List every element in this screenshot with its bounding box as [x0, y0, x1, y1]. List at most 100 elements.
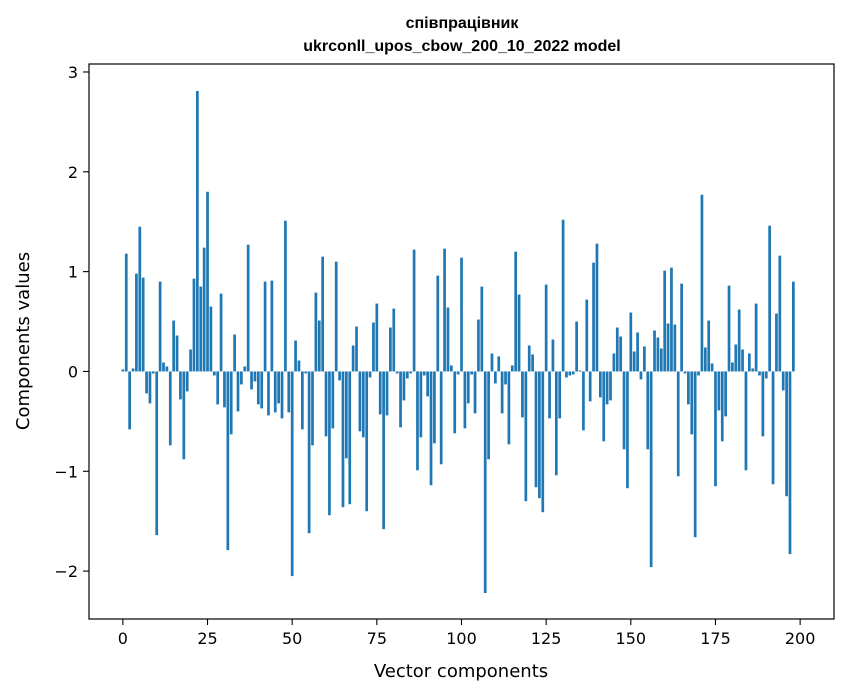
- bar: [416, 371, 419, 471]
- bar: [700, 194, 704, 372]
- plot-frame: [88, 63, 835, 620]
- bar: [598, 371, 602, 398]
- bar: [405, 371, 409, 379]
- bar: [253, 371, 257, 382]
- x-tick-label: 50: [282, 629, 302, 648]
- bar: [128, 371, 131, 430]
- bar: [595, 243, 599, 372]
- bar: [717, 371, 721, 411]
- bar: [514, 251, 518, 372]
- bar: [145, 371, 148, 394]
- bar: [165, 366, 169, 372]
- bar: [747, 353, 751, 372]
- bar: [710, 363, 714, 372]
- bar: [368, 371, 372, 378]
- bar: [741, 349, 744, 372]
- bar: [487, 371, 490, 460]
- bar: [273, 371, 277, 413]
- bar: [341, 371, 345, 508]
- bar: [538, 371, 541, 499]
- bar: [734, 344, 738, 372]
- bar: [358, 371, 362, 432]
- bar: [338, 371, 341, 381]
- bar: [355, 326, 358, 372]
- bar: [653, 330, 656, 372]
- bar: [141, 277, 145, 372]
- bar: [758, 371, 761, 376]
- bar: [365, 371, 369, 512]
- bar: [409, 371, 413, 374]
- x-tick-label: 125: [531, 629, 562, 648]
- bar: [497, 356, 501, 372]
- bar: [521, 371, 524, 418]
- x-axis-label: Vector components: [374, 661, 548, 682]
- bar: [334, 261, 338, 372]
- x-tick-label: 200: [785, 629, 816, 648]
- bar: [172, 320, 176, 372]
- bar: [395, 371, 399, 374]
- bar: [219, 293, 223, 372]
- bar: [300, 371, 304, 430]
- bar: [321, 256, 325, 372]
- bar: [328, 371, 331, 516]
- bar: [196, 90, 199, 372]
- bar: [785, 371, 788, 497]
- bar: [507, 371, 511, 445]
- bar: [324, 371, 328, 437]
- chart-title-model: ukrconll_upos_cbow_200_10_2022 model: [303, 38, 620, 55]
- bar: [466, 371, 470, 404]
- bar: [582, 371, 585, 431]
- bar: [151, 371, 155, 374]
- bar: [568, 371, 572, 376]
- bar: [304, 371, 308, 374]
- x-tick-label: 25: [197, 629, 217, 648]
- bar: [714, 371, 717, 487]
- bar: [639, 371, 643, 380]
- bar: [419, 371, 423, 438]
- bar: [155, 371, 159, 536]
- bar: [267, 371, 270, 416]
- bar: [263, 281, 267, 372]
- bar: [277, 371, 280, 404]
- bar: [443, 248, 446, 372]
- bar: [534, 371, 538, 488]
- x-tick-label: 75: [367, 629, 387, 648]
- bar: [250, 371, 253, 390]
- bar: [168, 371, 172, 446]
- bar: [592, 262, 595, 372]
- bar: [656, 337, 660, 372]
- bar: [703, 347, 707, 372]
- bar: [433, 371, 436, 444]
- bar: [775, 313, 778, 372]
- bar: [392, 308, 396, 372]
- bar: [375, 303, 379, 372]
- bar: [422, 371, 426, 376]
- bar: [389, 327, 392, 372]
- bar: [724, 371, 727, 417]
- bar: [473, 371, 477, 414]
- bar-series: [121, 90, 795, 594]
- x-tick-label: 150: [616, 629, 647, 648]
- bar: [524, 371, 528, 502]
- bar: [490, 353, 494, 372]
- bar: [697, 371, 700, 376]
- bar: [246, 244, 250, 372]
- bar: [510, 365, 514, 372]
- bar: [199, 286, 203, 372]
- bar: [761, 371, 765, 437]
- bar: [500, 371, 504, 414]
- bar: [504, 371, 507, 385]
- bar: [135, 273, 138, 372]
- bar: [212, 371, 216, 376]
- bar: [182, 371, 186, 460]
- bar: [470, 371, 474, 375]
- bar: [477, 319, 480, 372]
- bar: [673, 324, 677, 372]
- bar: [731, 362, 734, 372]
- y-tick-label: 2: [68, 163, 78, 182]
- y-tick-label: 1: [68, 263, 78, 282]
- bar: [189, 349, 192, 372]
- bar: [544, 284, 548, 372]
- x-axis-ticks: 0 25 50 75 100 125 150 175 200: [118, 619, 816, 648]
- bar: [575, 321, 578, 372]
